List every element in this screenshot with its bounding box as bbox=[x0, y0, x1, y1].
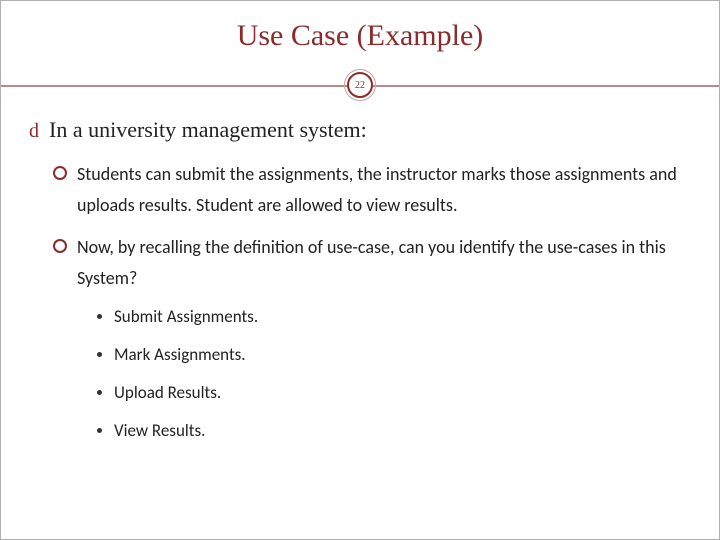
lvl3-text: Upload Results. bbox=[114, 381, 221, 405]
title-divider: 22 bbox=[1, 71, 719, 99]
lvl2-text: Now, by recalling the definition of use-… bbox=[77, 232, 691, 293]
swirl-bullet-icon: d bbox=[29, 117, 39, 145]
dot-bullet-icon bbox=[97, 428, 102, 433]
lvl2-text: Students can submit the assignments, the… bbox=[77, 159, 691, 220]
slide-body: d In a university management system: Stu… bbox=[1, 99, 719, 443]
dot-bullet-icon bbox=[97, 390, 102, 395]
bullet-level-2: Now, by recalling the definition of use-… bbox=[53, 232, 691, 293]
lvl3-text: Submit Assignments. bbox=[114, 305, 258, 329]
slide-frame: Use Case (Example) 22 d In a university … bbox=[0, 0, 720, 540]
bullet-level-3: Submit Assignments. bbox=[97, 305, 691, 329]
page-number-badge: 22 bbox=[347, 72, 373, 98]
lvl1-text: In a university management system: bbox=[49, 117, 367, 145]
dot-bullet-icon bbox=[97, 314, 102, 319]
circle-bullet-icon bbox=[53, 239, 67, 253]
bullet-level-3: Mark Assignments. bbox=[97, 343, 691, 367]
bullet-level-3: View Results. bbox=[97, 419, 691, 443]
lvl3-list: Submit Assignments. Mark Assignments. Up… bbox=[53, 305, 691, 442]
circle-bullet-icon bbox=[53, 166, 67, 180]
lvl2-list: Students can submit the assignments, the… bbox=[29, 159, 691, 443]
lvl3-text: Mark Assignments. bbox=[114, 343, 246, 367]
lvl3-text: View Results. bbox=[114, 419, 205, 443]
dot-bullet-icon bbox=[97, 352, 102, 357]
bullet-level-2: Students can submit the assignments, the… bbox=[53, 159, 691, 220]
bullet-level-3: Upload Results. bbox=[97, 381, 691, 405]
slide-title: Use Case (Example) bbox=[1, 1, 719, 67]
bullet-level-1: d In a university management system: bbox=[29, 117, 691, 145]
